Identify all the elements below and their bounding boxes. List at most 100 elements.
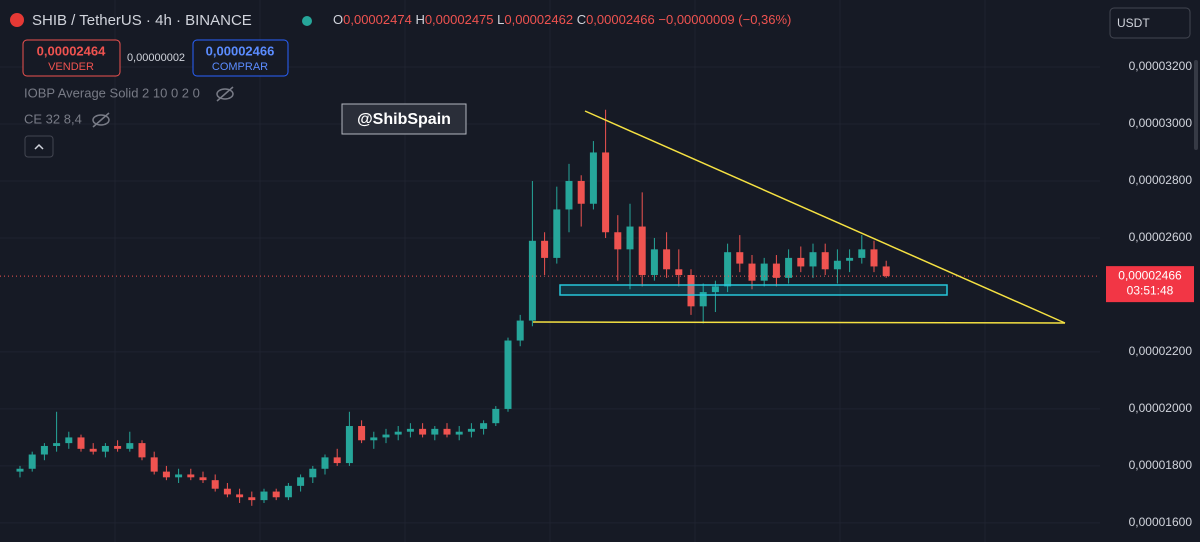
candle-body	[211, 480, 219, 489]
candle-body	[150, 457, 158, 472]
candle-body	[528, 240, 536, 321]
candle-body	[809, 252, 817, 267]
ohlc-key: C	[577, 12, 586, 27]
candle-body	[553, 209, 561, 258]
candle-body	[114, 445, 122, 449]
symbol-icon	[10, 13, 24, 27]
sell-label: VENDER	[48, 61, 94, 73]
current-price: 0,00002466	[1118, 268, 1182, 282]
candle-body	[101, 445, 109, 452]
candle-body	[748, 263, 756, 281]
symbol: SHIB / TetherUS · 4h · BINANCE	[32, 12, 252, 29]
candle-body	[345, 426, 353, 464]
y-tick-label: 0,00002600	[1129, 230, 1193, 244]
buy-price: 0,00002466	[206, 43, 275, 58]
scrollbar	[1194, 60, 1198, 150]
collapse-button[interactable]	[24, 135, 54, 158]
candle-body	[333, 457, 341, 464]
candle-body	[431, 428, 439, 435]
currency-button[interactable]	[1109, 7, 1191, 39]
candle-body	[187, 474, 195, 478]
candle-body	[467, 428, 475, 432]
candle-body	[419, 428, 427, 435]
ohlc-key: O	[333, 12, 343, 27]
candle-body	[394, 431, 402, 435]
ohlc: O0,00002474 H0,00002475 L0,00002462 C0,0…	[333, 12, 791, 27]
candle-body	[577, 180, 585, 204]
candle-body	[309, 468, 317, 478]
candle-body	[736, 252, 744, 264]
y-tick-label: 0,00002800	[1129, 173, 1193, 187]
candle-body	[138, 443, 146, 458]
candle-body	[687, 274, 695, 307]
hide-icon[interactable]	[216, 86, 234, 102]
ohlc-key: L	[497, 12, 504, 27]
candle-body	[175, 474, 183, 478]
candle-body	[614, 232, 622, 250]
candle-body	[772, 263, 780, 278]
watermark: @ShibSpain	[357, 111, 451, 128]
candle-body	[589, 152, 597, 204]
candle-body	[443, 428, 451, 435]
candle-body	[28, 454, 36, 469]
y-tick-label: 0,00001600	[1129, 515, 1193, 529]
ohlc-value: 0,00002475	[425, 12, 494, 27]
candle-body	[663, 249, 671, 270]
candle-body	[541, 240, 549, 258]
candle-body	[480, 423, 488, 429]
candle-body	[711, 286, 719, 293]
indicator[interactable]: CE 32 8,4	[24, 111, 82, 126]
candle-body	[321, 457, 329, 469]
candle-body	[821, 252, 829, 270]
candle-body	[492, 408, 500, 424]
candle-body	[406, 428, 414, 432]
candle-body	[760, 263, 768, 281]
candle-body	[675, 269, 683, 275]
candle-body	[40, 445, 48, 455]
candle-body	[455, 431, 463, 435]
y-tick-label: 0,00002200	[1129, 344, 1193, 358]
candles	[16, 109, 890, 506]
sell-button[interactable]	[22, 39, 121, 77]
price-label-box	[1106, 266, 1194, 303]
buy-button[interactable]	[192, 39, 289, 77]
candle-body	[516, 320, 524, 341]
candle-body	[199, 477, 207, 481]
y-tick-label: 0,00001800	[1129, 458, 1193, 472]
candle-body	[284, 485, 292, 498]
candle-body	[53, 443, 61, 446]
candle-body	[89, 448, 97, 452]
market-status	[302, 16, 312, 26]
countdown: 03:51:48	[1127, 283, 1174, 297]
chevron-icon	[34, 143, 44, 150]
trend-line-lower	[532, 321, 1066, 324]
candle-body	[162, 471, 170, 478]
ohlc-value: 0,00002462	[504, 12, 573, 27]
candle-body	[785, 257, 793, 278]
change: −0,00000009 (−0,36%)	[658, 12, 791, 27]
indicator[interactable]: IOBP Average Solid 2 10 0 2 0	[24, 85, 200, 100]
candle-body	[833, 260, 841, 270]
candle-body	[272, 491, 280, 498]
grid	[0, 66, 1100, 524]
candle-body	[16, 468, 24, 472]
candle-body	[236, 494, 244, 498]
candle-body	[797, 257, 805, 267]
candle-body	[260, 491, 268, 501]
candle-body	[626, 226, 634, 250]
candle-body	[370, 437, 378, 441]
candle-body	[248, 497, 256, 501]
candle-body	[358, 426, 366, 441]
currency: USDT	[1117, 16, 1150, 30]
candle-body	[870, 249, 878, 267]
candle-body	[858, 249, 866, 258]
ohlc-value: 0,00002466	[586, 12, 655, 27]
watermark-box	[341, 103, 467, 135]
candle-body	[882, 266, 890, 277]
candle-body	[602, 152, 610, 233]
hide-icon[interactable]	[92, 112, 110, 128]
spread: 0,00000002	[127, 52, 185, 64]
y-tick-label: 0,00003000	[1129, 116, 1193, 130]
buy-label: COMPRAR	[212, 61, 268, 73]
candle-body	[699, 292, 707, 307]
